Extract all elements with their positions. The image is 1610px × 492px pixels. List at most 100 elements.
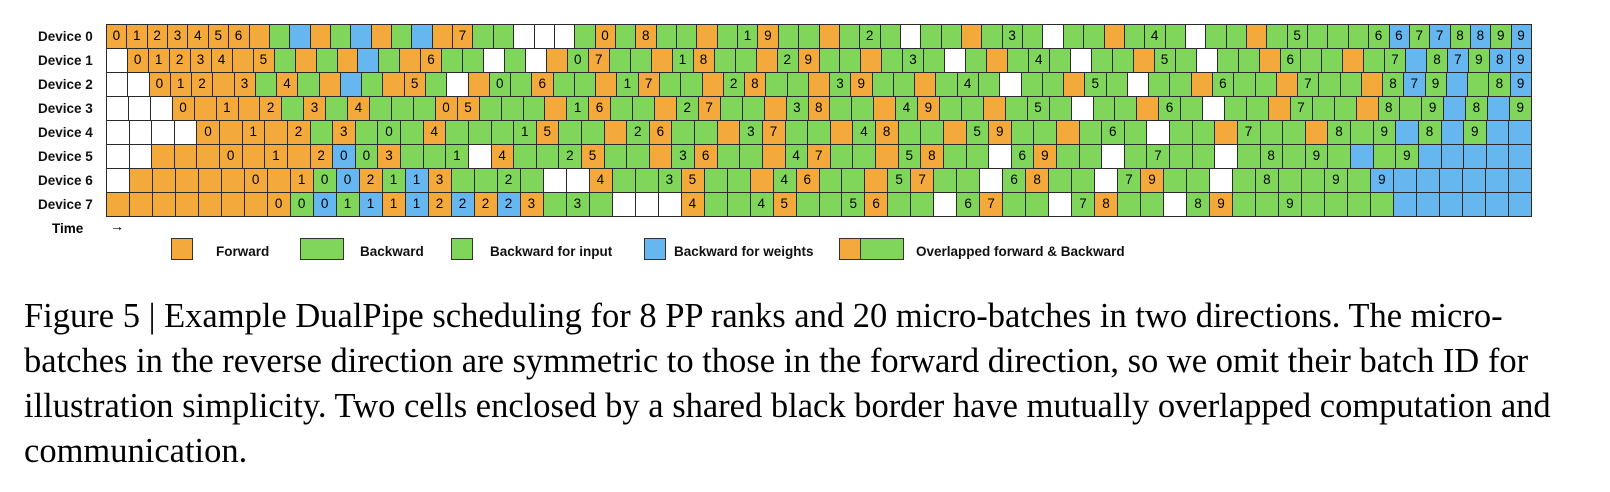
schedule-cell (542, 168, 567, 192)
schedule-cell: 0 (434, 96, 458, 120)
cell-divider (128, 144, 130, 168)
cell-divider (173, 144, 175, 168)
schedule-cell (193, 96, 217, 120)
cell-divider (784, 144, 786, 168)
cell-divider (315, 48, 317, 72)
schedule-cell (1439, 168, 1463, 192)
schedule-cell (1048, 168, 1072, 192)
cell-divider (276, 72, 278, 96)
cell-divider (1370, 192, 1372, 216)
schedule-cell (818, 48, 840, 72)
cell-divider (978, 72, 979, 96)
schedule-cell: 8 (875, 120, 899, 144)
cell-divider (841, 168, 843, 192)
schedule-cell (1304, 120, 1328, 144)
schedule-cell: 7 (1117, 168, 1141, 192)
schedule-cell (1485, 144, 1509, 168)
cell-divider (391, 24, 392, 48)
schedule-cell (979, 168, 1003, 192)
cell-divider (632, 96, 634, 120)
schedule-cell (241, 144, 265, 168)
schedule-cell: 8 (1417, 120, 1441, 144)
schedule-cell: 1 (126, 24, 148, 48)
schedule-cell (552, 72, 575, 96)
schedule-cell (350, 24, 372, 48)
schedule-cell: 1 (264, 144, 288, 168)
cell-divider (851, 96, 853, 120)
cell-divider (1148, 72, 1150, 96)
schedule-cell (1342, 48, 1364, 72)
cell-divider (1508, 120, 1510, 144)
row-divider (106, 192, 1531, 193)
schedule-cell: 4 (956, 72, 979, 96)
device-label: Device 7 (38, 197, 93, 212)
schedule-cell: 7 (910, 168, 934, 192)
schedule-cell (467, 120, 491, 144)
cell-divider (965, 48, 967, 72)
cell-divider (1123, 120, 1125, 144)
cell-divider (1510, 48, 1512, 72)
schedule-cell (939, 96, 962, 120)
cell-divider (1049, 48, 1050, 72)
cell-divider (535, 144, 537, 168)
schedule-cell (510, 72, 532, 96)
schedule-cell (1103, 24, 1125, 48)
cell-divider (716, 24, 718, 48)
cell-divider (1033, 144, 1035, 168)
cell-divider (1278, 168, 1280, 192)
cell-divider (1123, 144, 1125, 168)
cell-divider (986, 48, 988, 72)
schedule-cell (106, 96, 129, 120)
schedule-cell: 4 (210, 48, 233, 72)
cell-divider (106, 168, 107, 192)
cell-divider (785, 96, 787, 120)
cell-divider (871, 72, 873, 96)
cell-divider (259, 96, 261, 120)
cell-divider (852, 120, 854, 144)
cell-divider (1101, 120, 1103, 144)
cell-divider (722, 72, 724, 96)
schedule-cell (1339, 72, 1362, 96)
schedule-cell (544, 96, 567, 120)
cell-divider (1467, 72, 1469, 96)
cell-divider (1078, 120, 1080, 144)
cell-divider (325, 96, 327, 120)
schedule-cell (273, 48, 296, 72)
schedule-cell (716, 120, 740, 144)
cell-divider (243, 192, 245, 216)
cell-divider (1028, 48, 1030, 72)
cell-divider (1041, 72, 1043, 96)
schedule-cell (1232, 192, 1256, 216)
cell-divider (581, 144, 582, 168)
cell-divider (420, 48, 422, 72)
schedule-cell (297, 72, 320, 96)
schedule-cell: 9 (1140, 168, 1164, 192)
schedule-cell (361, 72, 383, 96)
cell-divider (749, 192, 751, 216)
schedule-cell (1259, 120, 1283, 144)
cell-divider (761, 120, 763, 144)
cell-divider (358, 168, 360, 192)
cell-divider (174, 192, 176, 216)
cell-divider (318, 72, 320, 96)
cell-divider (807, 72, 809, 96)
schedule-cell (1190, 72, 1213, 96)
cell-divider (1169, 72, 1171, 96)
schedule-cell (765, 72, 788, 96)
cell-divider (525, 48, 527, 72)
schedule-cell: 2 (722, 72, 745, 96)
cell-divider (361, 72, 363, 96)
cell-divider (1417, 144, 1419, 168)
cell-divider (151, 144, 153, 168)
cell-divider (1301, 168, 1303, 192)
cell-divider (1286, 24, 1288, 48)
cell-divider (626, 120, 628, 144)
cell-divider (339, 72, 341, 96)
cell-divider (1169, 144, 1171, 168)
legend-label: Backward for input (490, 244, 613, 259)
cell-divider (807, 120, 809, 144)
cell-divider (151, 192, 153, 216)
schedule-cell (1485, 192, 1509, 216)
cell-divider (546, 48, 548, 72)
schedule-cell: 8 (1469, 24, 1491, 48)
